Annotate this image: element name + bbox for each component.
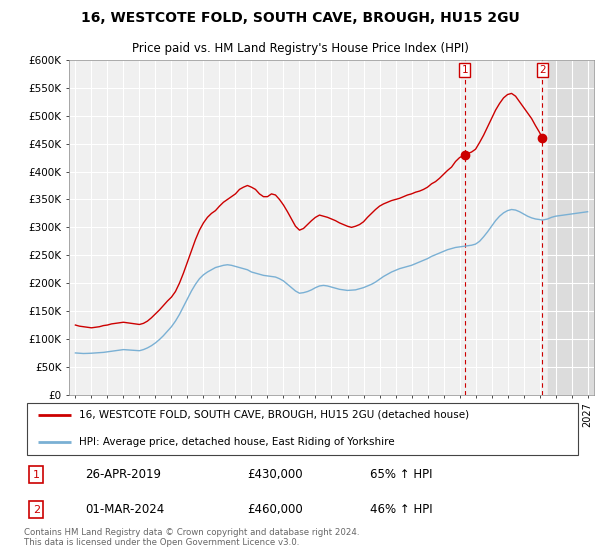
Text: 26-APR-2019: 26-APR-2019 (85, 468, 161, 481)
FancyBboxPatch shape (27, 403, 578, 455)
Bar (548, 60, 594, 395)
Text: 2: 2 (539, 65, 545, 75)
Text: 1: 1 (461, 65, 468, 75)
Text: Contains HM Land Registry data © Crown copyright and database right 2024.
This d: Contains HM Land Registry data © Crown c… (24, 528, 359, 547)
Text: 16, WESTCOTE FOLD, SOUTH CAVE, BROUGH, HU15 2GU: 16, WESTCOTE FOLD, SOUTH CAVE, BROUGH, H… (80, 11, 520, 25)
Text: £460,000: £460,000 (247, 503, 303, 516)
Text: 2: 2 (33, 505, 40, 515)
Text: 16, WESTCOTE FOLD, SOUTH CAVE, BROUGH, HU15 2GU (detached house): 16, WESTCOTE FOLD, SOUTH CAVE, BROUGH, H… (79, 410, 469, 420)
Text: HPI: Average price, detached house, East Riding of Yorkshire: HPI: Average price, detached house, East… (79, 437, 394, 447)
Text: £430,000: £430,000 (247, 468, 303, 481)
Text: 65% ↑ HPI: 65% ↑ HPI (370, 468, 433, 481)
Text: 1: 1 (33, 470, 40, 479)
Text: Price paid vs. HM Land Registry's House Price Index (HPI): Price paid vs. HM Land Registry's House … (131, 43, 469, 55)
Text: 46% ↑ HPI: 46% ↑ HPI (370, 503, 433, 516)
Text: 01-MAR-2024: 01-MAR-2024 (85, 503, 164, 516)
